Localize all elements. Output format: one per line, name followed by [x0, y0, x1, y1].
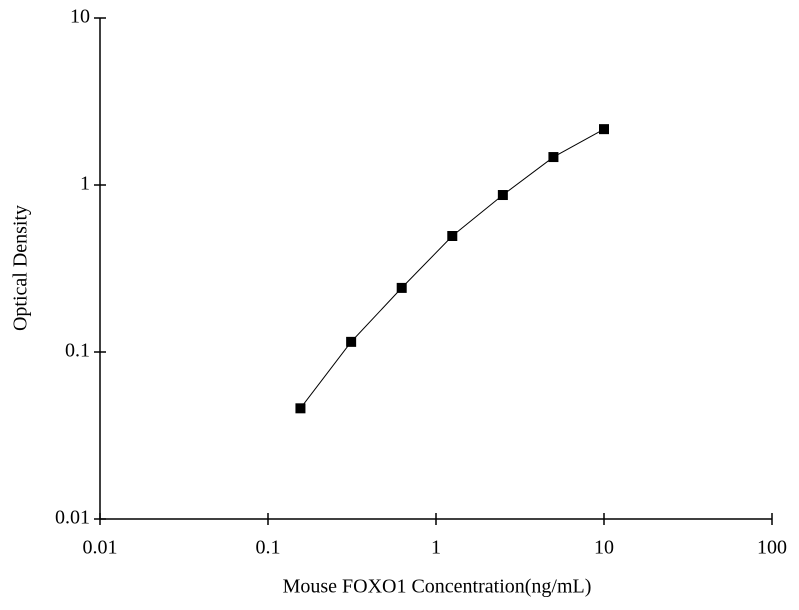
x-tick-label: 0.1 — [256, 537, 281, 559]
data-point — [447, 231, 458, 242]
data-point — [396, 282, 407, 293]
y-tick-label: 0.1 — [65, 340, 90, 362]
data-point — [295, 403, 306, 414]
x-tick-label: 100 — [757, 537, 787, 559]
y-tick-label: 10 — [70, 6, 90, 28]
data-point — [548, 152, 559, 163]
y-axis-label: Optical Density — [10, 205, 32, 331]
x-tick-label: 1 — [431, 537, 441, 559]
series-line — [300, 128, 605, 409]
y-tick-label: 1 — [80, 173, 90, 195]
y-tick-label: 0.01 — [55, 507, 90, 529]
data-point — [599, 124, 609, 135]
x-tick-label: 0.01 — [83, 537, 118, 559]
x-axis-label: Mouse FOXO1 Concentration(ng/mL) — [283, 576, 592, 598]
data-point — [497, 190, 508, 201]
data-point — [346, 336, 357, 347]
x-tick-label: 10 — [594, 537, 614, 559]
